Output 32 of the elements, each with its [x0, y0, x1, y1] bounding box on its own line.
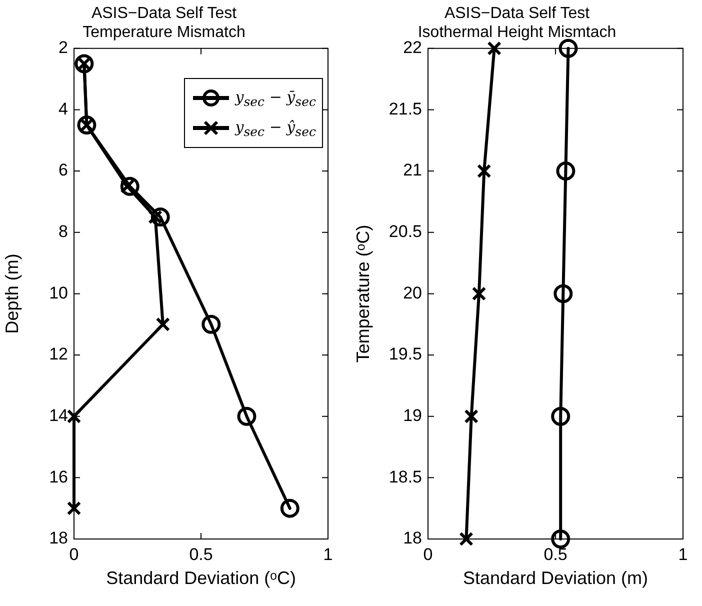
x-axis-title: Standard Deviation (m)	[462, 568, 648, 588]
y-tick-label: 20	[403, 283, 422, 302]
x-axis-title: Standard Deviation (ᵒC)	[106, 568, 296, 588]
y-tick-label: 19	[403, 406, 422, 426]
y-tick-label: 18.5	[388, 467, 422, 486]
y-tick-label: 20.5	[388, 222, 422, 242]
y-tick-label: 8	[58, 222, 68, 242]
chart-title: ASIS−Data Self Test	[444, 5, 590, 22]
x-tick-label: 0.5	[544, 544, 568, 564]
y-tick-label: 21.5	[388, 99, 422, 118]
chart-subtitle: Temperature Mismatch	[82, 24, 246, 42]
y-tick-label: 18	[403, 528, 422, 548]
y-tick-label: 4	[58, 99, 68, 118]
y-tick-label: 12	[49, 344, 68, 364]
chart-title: ASIS−Data Self Test	[91, 5, 238, 22]
y-tick-label: 16	[49, 467, 68, 486]
y-tick-label: 6	[58, 160, 68, 180]
legend-label: y$_{sec}$ − ȳ$_{sec}$	[235, 88, 316, 108]
y-tick-label: 10	[49, 283, 68, 302]
y-tick-label: 14	[49, 406, 68, 426]
y-axis-title: Depth (m)	[2, 254, 22, 334]
y-tick-label: 21	[403, 160, 422, 180]
legend-label: y$_{sec}$ − ŷ$_{sec}$	[235, 118, 316, 138]
x-tick-label: 0.5	[189, 544, 213, 564]
x-tick-label: 0	[423, 544, 433, 564]
y-tick-label: 18	[49, 528, 68, 548]
y-axis-title: Temperature (ᵒC)	[352, 224, 373, 363]
x-tick-label: 1	[678, 544, 688, 564]
y-tick-label: 19.5	[388, 344, 422, 364]
x-tick-label: 1	[323, 544, 333, 564]
x-tick-label: 0	[69, 544, 79, 564]
y-tick-label: 2	[58, 38, 68, 58]
